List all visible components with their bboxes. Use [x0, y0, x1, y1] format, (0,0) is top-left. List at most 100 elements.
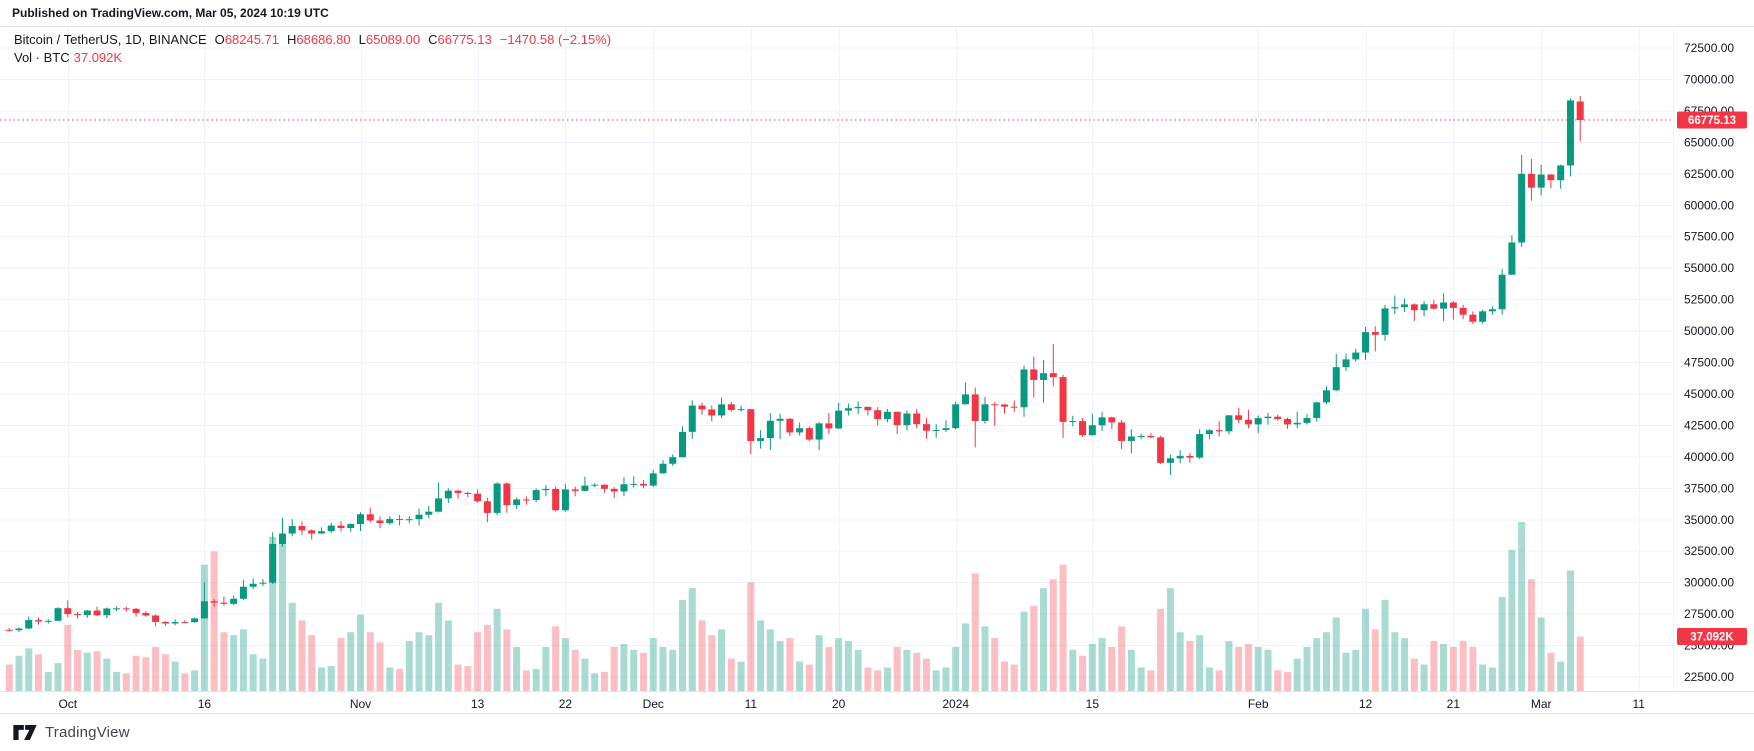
candle: [1020, 369, 1028, 408]
candle: [435, 498, 443, 512]
volume-bar: [796, 661, 804, 691]
candle: [425, 511, 433, 515]
volume-bar: [230, 635, 238, 691]
candle: [1508, 242, 1516, 275]
svg-text:35000.00: 35000.00: [1684, 513, 1734, 527]
candle: [171, 622, 179, 624]
volume-bar: [1020, 611, 1028, 691]
volume-bar: [64, 624, 72, 691]
candle: [1469, 314, 1477, 322]
volume-bar: [542, 646, 550, 691]
candle: [1274, 416, 1282, 419]
volume-bar: [435, 602, 443, 691]
volume-bar: [1381, 599, 1389, 691]
low-label: L: [358, 32, 366, 47]
volume-bar: [718, 629, 726, 691]
volume-bar: [922, 658, 930, 691]
time-axis[interactable]: Oct 16 Nov 13 22 Dec 11 20 2024 15 Feb 12 21 Mar 11: [58, 697, 1645, 711]
price-tag: 66775.13: [1677, 111, 1747, 129]
candle: [35, 620, 43, 622]
volume-bar: [1488, 667, 1496, 691]
volume-bar: [630, 649, 638, 691]
volume-bar: [278, 544, 286, 691]
candle: [942, 428, 950, 430]
volume-bar: [708, 635, 716, 691]
candle: [1059, 377, 1067, 422]
candle: [327, 525, 335, 532]
volume-bar: [337, 638, 345, 691]
price-axis[interactable]: 72500.0070000.0067500.0065000.0062500.00…: [1684, 41, 1734, 684]
candle: [1079, 421, 1087, 436]
candle: [844, 408, 852, 411]
candle: [1040, 373, 1048, 380]
candle: [737, 409, 745, 411]
candle: [1352, 352, 1360, 360]
candle: [991, 404, 999, 406]
svg-text:2024: 2024: [942, 697, 969, 711]
candle: [347, 524, 355, 529]
volume-bar: [317, 667, 325, 691]
candle: [1010, 406, 1018, 408]
candle: [542, 488, 550, 491]
volume-bar: [659, 646, 667, 691]
candle: [776, 418, 784, 421]
volume-bar: [913, 652, 921, 691]
candle: [103, 608, 111, 616]
volume-bar: [1576, 636, 1584, 691]
volume-bar: [493, 608, 501, 691]
volume-bar: [561, 638, 569, 691]
volume-bar: [552, 626, 560, 691]
candle: [474, 493, 482, 502]
volume-bar: [1264, 649, 1272, 691]
volume-bar: [1215, 670, 1223, 691]
volume-bar: [522, 670, 530, 691]
volume-bar: [474, 632, 482, 691]
volume-bar: [942, 667, 950, 691]
brand-name[interactable]: TradingView: [45, 724, 130, 741]
volume-bar: [405, 641, 413, 691]
candle: [1244, 419, 1252, 425]
volume-bar: [44, 671, 52, 691]
svg-text:57500.00: 57500.00: [1684, 230, 1734, 244]
svg-text:21: 21: [1447, 697, 1461, 711]
chart-area[interactable]: 72500.00 70000.00 67500.00 65000.00 62500.00…: [0, 27, 1754, 714]
candle: [298, 526, 306, 531]
grid-layer: [0, 27, 1673, 691]
volume-bar: [1186, 641, 1194, 691]
volume-bar: [1118, 626, 1126, 691]
volume-bar: [805, 664, 813, 691]
volume-bar: [35, 654, 43, 691]
candle: [1547, 174, 1555, 181]
volume-bar: [932, 670, 940, 691]
volume-bar: [1108, 646, 1116, 691]
volume-bar: [239, 629, 247, 691]
volume-bar: [513, 646, 521, 691]
volume-bar: [1049, 579, 1057, 691]
volume-bar: [1030, 605, 1038, 691]
volume-bar: [591, 673, 599, 691]
candle: [1440, 302, 1448, 309]
candle: [1127, 436, 1135, 441]
volume-bar: [1098, 638, 1106, 691]
volume-bar: [1469, 646, 1477, 691]
candle: [825, 423, 833, 429]
candle: [581, 485, 589, 491]
volume-bar: [425, 635, 433, 691]
volume-bar: [1069, 649, 1077, 691]
volume-bar: [669, 649, 677, 691]
tradingview-logo-icon[interactable]: [13, 725, 37, 740]
candle: [74, 614, 82, 616]
candlestick-chart[interactable]: 72500.0070000.0067500.0065000.0062500.00…: [0, 27, 1754, 713]
candle: [1098, 417, 1106, 426]
svg-text:16: 16: [198, 697, 212, 711]
volume-bar: [747, 582, 755, 691]
volume-bar: [1498, 596, 1506, 691]
candle: [249, 583, 257, 587]
volume-bar: [688, 588, 696, 691]
volume-bar: [991, 638, 999, 691]
candle: [278, 533, 286, 544]
candle: [620, 484, 628, 492]
candle: [386, 518, 394, 524]
candle: [1303, 417, 1311, 423]
candle: [1001, 404, 1009, 407]
